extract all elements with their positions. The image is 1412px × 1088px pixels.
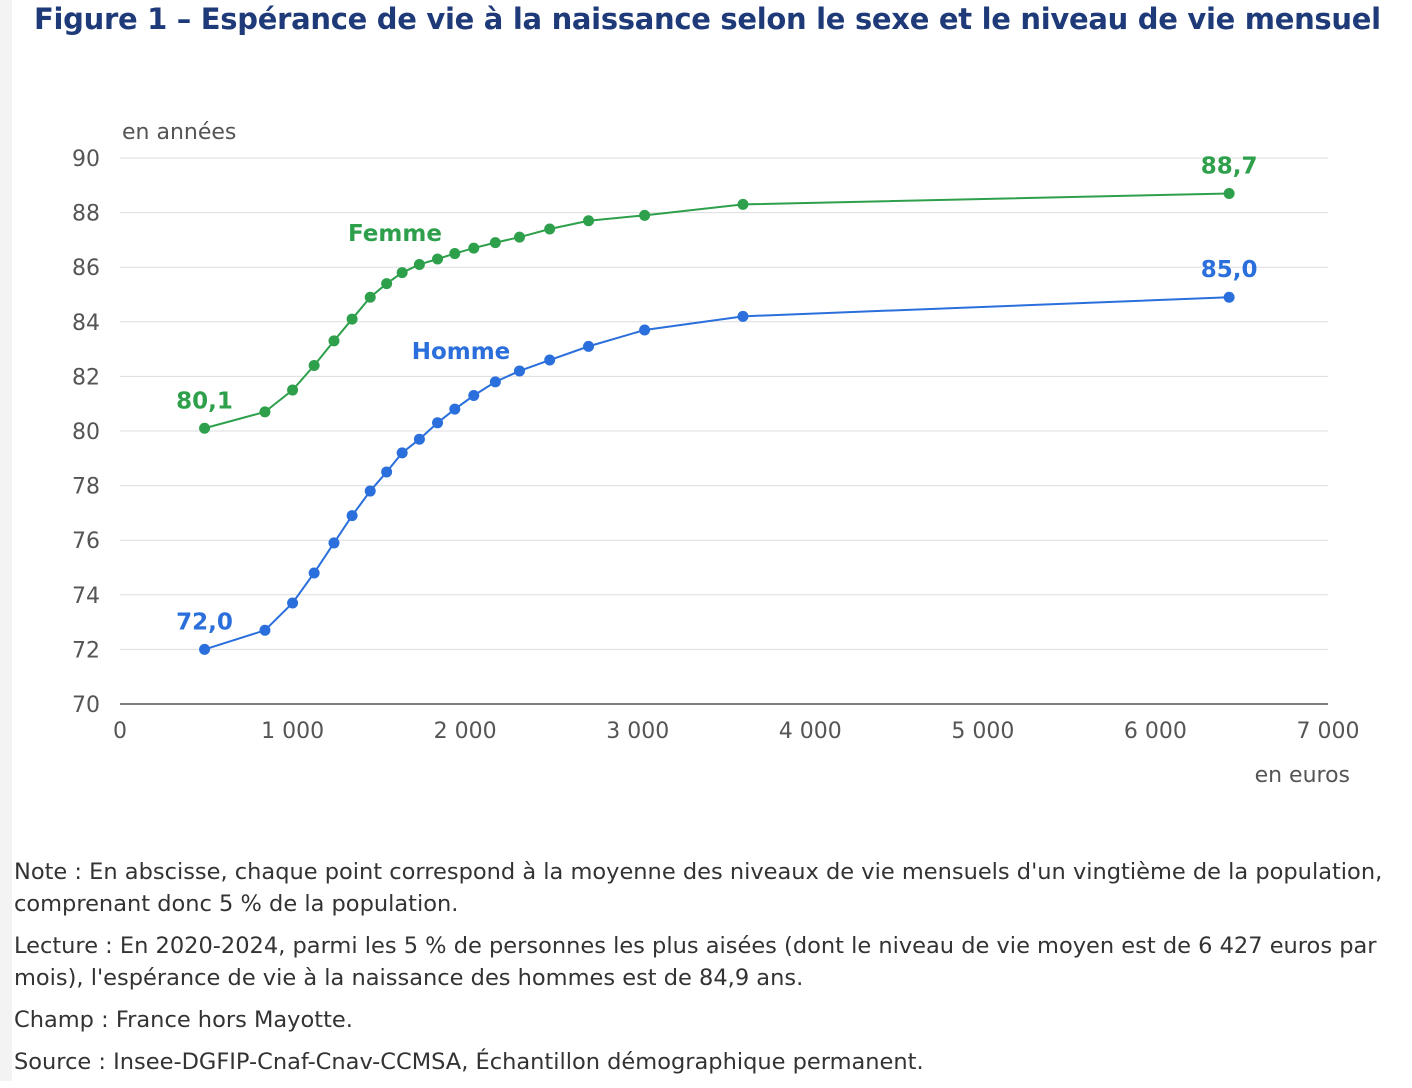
data-point-homme xyxy=(413,433,425,445)
data-point-homme xyxy=(1223,291,1235,303)
data-label: 88,7 xyxy=(1201,153,1258,179)
data-label: 85,0 xyxy=(1201,257,1258,283)
x-tick-label: 6 000 xyxy=(1124,719,1187,744)
data-point-homme xyxy=(346,510,358,522)
data-point-homme xyxy=(396,447,408,459)
data-point-femme xyxy=(737,198,749,210)
data-point-homme xyxy=(259,624,271,636)
y-tick-label: 90 xyxy=(72,147,100,172)
data-point-homme xyxy=(639,324,651,336)
line-chart: 70 72 74 76 78 80 82 84 86 88 90 0 1 000 2 000 3 000 4 … xyxy=(72,120,1360,788)
data-point-homme xyxy=(583,340,595,352)
data-point-homme xyxy=(449,403,461,415)
data-point-homme xyxy=(364,485,376,497)
data-point-femme xyxy=(328,335,340,347)
data-point-femme xyxy=(489,237,501,249)
data-point-femme xyxy=(432,253,444,265)
y-tick-label: 86 xyxy=(72,256,100,281)
series-line-homme xyxy=(204,296,1230,651)
data-point-femme xyxy=(544,223,556,235)
x-tick-label: 5 000 xyxy=(951,719,1014,744)
data-point-homme xyxy=(514,365,526,377)
data-point-femme xyxy=(583,215,595,227)
x-tick-label: 4 000 xyxy=(779,719,842,744)
data-point-femme xyxy=(1223,187,1235,199)
y-tick-label: 82 xyxy=(72,365,100,390)
data-point-femme xyxy=(308,359,320,371)
notes: Note : En abscisse, chaque point corresp… xyxy=(14,856,1409,1088)
data-label: 72,0 xyxy=(176,609,233,635)
data-point-femme xyxy=(514,231,526,243)
data-point-femme xyxy=(413,258,425,270)
data-point-homme xyxy=(381,466,393,478)
y-tick-label: 76 xyxy=(72,529,100,554)
data-point-femme xyxy=(287,384,299,396)
data-point-femme xyxy=(396,267,408,279)
data-point-femme xyxy=(199,422,211,434)
data-point-femme xyxy=(346,313,358,325)
y-tick-label: 84 xyxy=(72,311,100,336)
data-point-femme xyxy=(639,209,651,221)
data-point-femme xyxy=(468,242,480,254)
reading-text: Lecture : En 2020-2024, parmi les 5 % de… xyxy=(14,933,1377,991)
data-point-femme xyxy=(449,248,461,260)
page-margin xyxy=(0,0,12,1081)
source-text: Source : Insee-DGFIP-Cnaf-Cnav-CCMSA, Éc… xyxy=(14,1049,924,1075)
x-tick-label: 3 000 xyxy=(606,719,669,744)
y-tick-label: 78 xyxy=(72,475,100,500)
data-point-homme xyxy=(489,376,501,388)
data-point-homme xyxy=(544,354,556,366)
data-point-homme xyxy=(737,310,749,322)
x-axis-label: en euros xyxy=(1255,763,1350,788)
x-tick-label: 7 000 xyxy=(1297,719,1360,744)
y-axis-label: en années xyxy=(122,120,236,145)
y-tick-label: 80 xyxy=(72,420,100,445)
data-point-homme xyxy=(468,390,480,402)
y-tick-label: 88 xyxy=(72,202,100,227)
y-tick-label: 72 xyxy=(72,638,100,663)
note-text: Note : En abscisse, chaque point corresp… xyxy=(14,859,1383,917)
x-tick-label: 0 xyxy=(113,719,127,744)
data-point-homme xyxy=(432,417,444,429)
x-tick-label: 1 000 xyxy=(261,719,324,744)
data-point-homme xyxy=(287,597,299,609)
data-point-homme xyxy=(328,537,340,549)
data-point-homme xyxy=(199,643,211,655)
data-point-femme xyxy=(364,291,376,303)
data-point-femme xyxy=(381,278,393,290)
scope-text: Champ : France hors Mayotte. xyxy=(14,1007,353,1033)
data-point-homme xyxy=(308,567,320,579)
series-label: Femme xyxy=(348,221,442,247)
data-point-femme xyxy=(259,406,271,418)
x-tick-label: 2 000 xyxy=(434,719,497,744)
y-tick-label: 70 xyxy=(72,693,100,718)
chart-title: Figure 1 – Espérance de vie à la naissan… xyxy=(34,2,1381,36)
series-label: Homme xyxy=(412,339,511,365)
data-label: 80,1 xyxy=(176,388,233,414)
y-tick-label: 74 xyxy=(72,584,100,609)
